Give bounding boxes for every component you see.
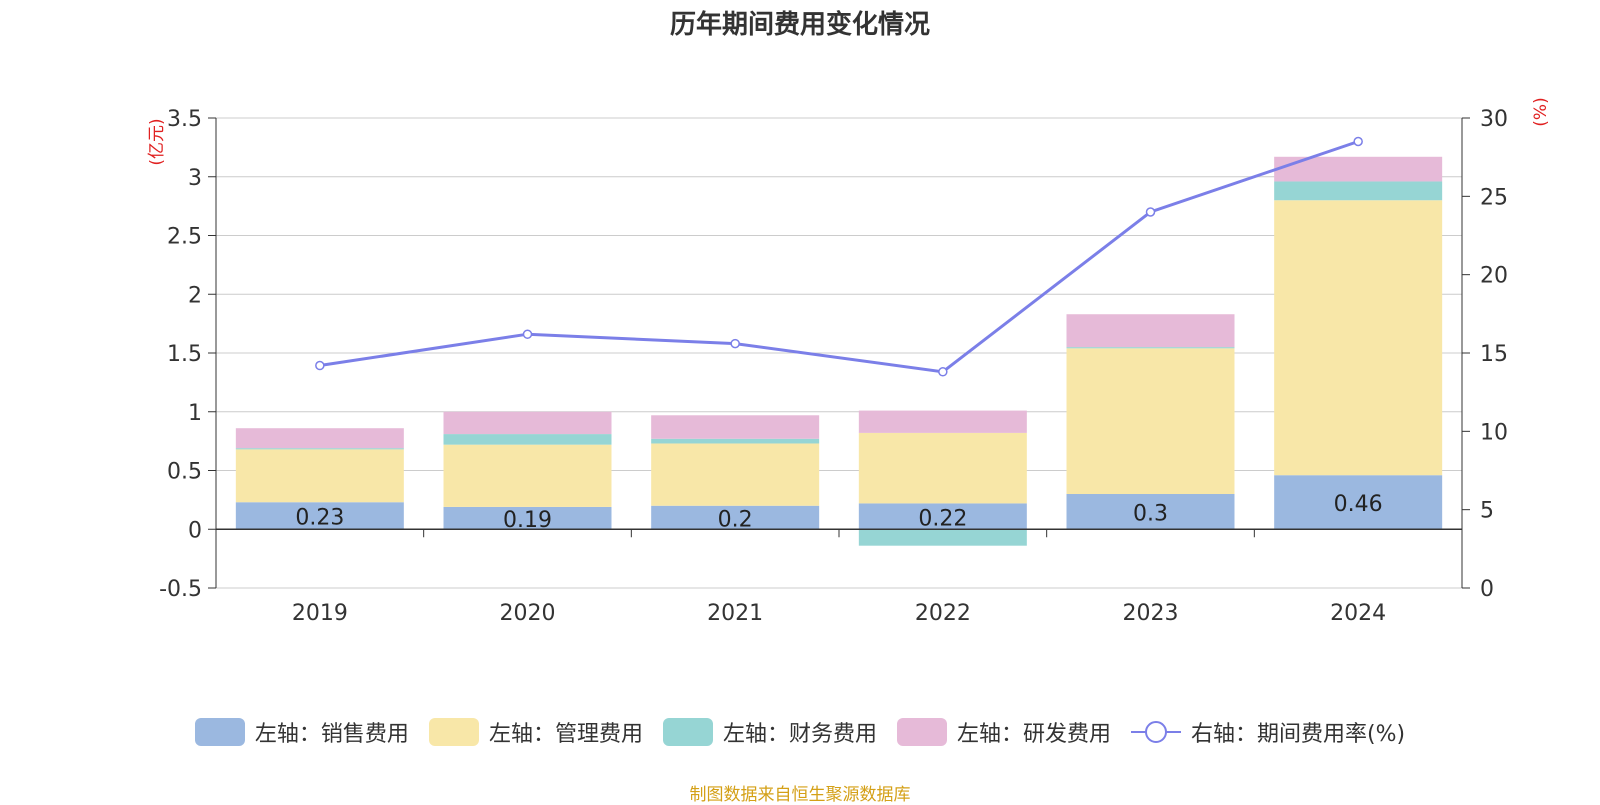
bar-segment bbox=[1066, 348, 1235, 494]
bar-segment bbox=[651, 438, 820, 444]
legend-swatch-sales bbox=[194, 718, 245, 746]
rate-point bbox=[315, 360, 325, 371]
legend-label-rd: 左轴：研发费用 bbox=[956, 722, 1111, 747]
bar-segment bbox=[651, 505, 820, 530]
x-axis-tick-label: 2020 bbox=[500, 601, 556, 626]
x-axis-tick-label: 2024 bbox=[1330, 601, 1386, 626]
left-axis-unit: (亿元) bbox=[147, 118, 167, 165]
legend-item-admin[interactable]: 左轴：管理费用 bbox=[428, 716, 643, 748]
right-axis-tick-label: 15 bbox=[1480, 342, 1508, 367]
data-label: 0.19 bbox=[503, 508, 552, 533]
left-axis-tick-label: 0 bbox=[188, 518, 202, 543]
bar-segment bbox=[858, 410, 1027, 433]
left-axis-tick-label: -0.5 bbox=[159, 577, 202, 602]
bar-segment bbox=[235, 449, 404, 503]
left-axis-tick-label: 3.5 bbox=[167, 107, 202, 132]
left-axis-tick-label: 1.5 bbox=[167, 342, 202, 367]
bar-segment bbox=[1066, 494, 1235, 530]
bar-segment bbox=[1274, 181, 1443, 201]
legend-item-rd[interactable]: 左轴：研发费用 bbox=[896, 716, 1111, 748]
bar-segment bbox=[235, 502, 404, 530]
bar-segment bbox=[1274, 475, 1443, 530]
rate-point bbox=[730, 338, 740, 349]
legend-label-finance: 左轴：财务费用 bbox=[722, 722, 877, 747]
chart-plot: -0.5 0 0.5 1 1.5 2 2.5 3 3.5 0 5 10 15 20 25 30 (亿元) (%) 2… bbox=[147, 97, 1551, 626]
bar-segment bbox=[443, 411, 612, 435]
legend-label-sales: 左轴：销售费用 bbox=[254, 722, 409, 747]
data-label: 0.2 bbox=[718, 508, 753, 533]
left-axis-tick-label: 1 bbox=[188, 401, 202, 426]
right-axis-unit: (%) bbox=[1531, 97, 1551, 126]
right-axis-tick-label: 20 bbox=[1480, 264, 1508, 289]
bar-segment bbox=[1066, 347, 1235, 349]
bar-segment bbox=[443, 444, 612, 507]
data-label: 0.22 bbox=[918, 506, 967, 531]
bar-segment bbox=[235, 448, 404, 450]
right-axis-tick-label: 10 bbox=[1480, 420, 1508, 445]
rate-line bbox=[319, 140, 1359, 374]
rate-point bbox=[1353, 136, 1363, 147]
data-label: 0.23 bbox=[295, 506, 344, 531]
bar-segment bbox=[651, 443, 820, 506]
bar-segment bbox=[443, 434, 612, 445]
right-axis-tick-label: 30 bbox=[1480, 107, 1508, 132]
left-axis-tick-label: 0.5 bbox=[167, 460, 202, 485]
legend-swatch-finance bbox=[662, 718, 713, 746]
bar-segment bbox=[858, 503, 1027, 530]
legend-swatch-admin bbox=[428, 718, 479, 746]
bar-segment bbox=[1274, 200, 1443, 476]
left-axis-tick-label: 2.5 bbox=[167, 225, 202, 250]
right-axis-tick-label: 5 bbox=[1480, 499, 1494, 524]
bar-segment bbox=[858, 432, 1027, 504]
rate-point bbox=[1145, 207, 1156, 217]
x-axis-tick-label: 2022 bbox=[915, 601, 971, 626]
data-label: 0.46 bbox=[1334, 492, 1383, 517]
bar-segment bbox=[858, 529, 1027, 546]
chart-title: 历年期间费用变化情况 bbox=[669, 10, 930, 40]
right-axis-tick-label: 0 bbox=[1480, 577, 1494, 602]
legend-item-rate[interactable]: 右轴：期间费用率(%) bbox=[1130, 716, 1406, 748]
rate-point bbox=[522, 329, 533, 339]
bar-segment bbox=[651, 415, 820, 439]
chart-legend: 左轴：销售费用 左轴：管理费用 左轴：财务费用 左轴：研发费用 右轴：期间费用率… bbox=[0, 716, 1600, 748]
legend-item-finance[interactable]: 左轴：财务费用 bbox=[662, 716, 877, 748]
bar-segment bbox=[443, 506, 612, 530]
right-axis-tick-label: 25 bbox=[1480, 185, 1508, 210]
legend-item-sales[interactable]: 左轴：销售费用 bbox=[194, 716, 409, 748]
bar-segment bbox=[235, 428, 404, 449]
legend-line-rate-icon bbox=[1130, 721, 1181, 743]
x-axis-tick-label: 2021 bbox=[707, 601, 763, 626]
data-source-note: 制图数据来自恒生聚源数据库 bbox=[689, 785, 911, 805]
left-axis-tick-label: 3 bbox=[188, 166, 202, 191]
x-axis-tick-label: 2023 bbox=[1123, 601, 1179, 626]
rate-point bbox=[938, 367, 948, 377]
legend-label-admin: 左轴：管理费用 bbox=[488, 722, 643, 747]
legend-label-rate: 右轴：期间费用率(%) bbox=[1190, 722, 1406, 747]
data-label: 0.3 bbox=[1133, 502, 1168, 527]
left-axis-tick-label: 2 bbox=[188, 283, 202, 308]
x-axis-tick-label: 2019 bbox=[292, 601, 348, 626]
bar-segment bbox=[1066, 314, 1235, 348]
legend-swatch-rd bbox=[896, 718, 947, 746]
